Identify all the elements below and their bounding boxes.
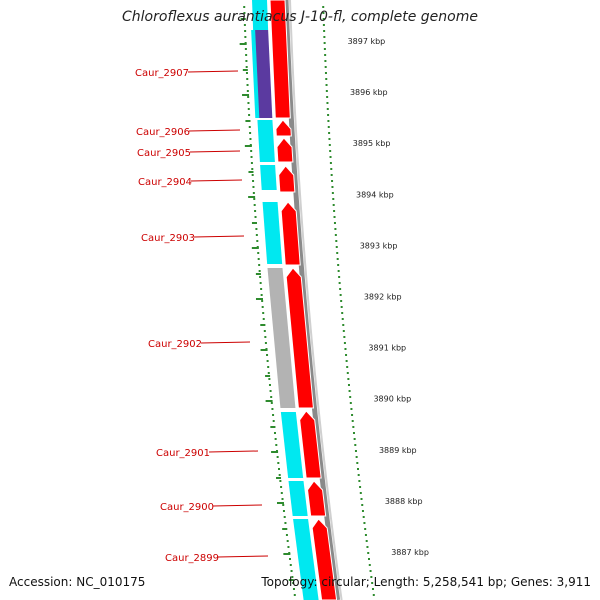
scale-tick-label: 3895 kbp <box>353 139 391 148</box>
gene-arrow <box>278 165 296 193</box>
major-tick <box>276 502 284 504</box>
scale-tick-label: 3897 kbp <box>348 37 386 46</box>
backbone-line <box>283 0 341 600</box>
scale-tick-label: 3891 kbp <box>368 344 406 353</box>
gene-leader-line <box>217 555 269 558</box>
gene-leader-line <box>208 450 259 453</box>
major-tick <box>260 349 268 351</box>
scale-tick-label: 3888 kbp <box>385 497 423 506</box>
gene-arrow <box>299 410 322 479</box>
gene-leader-line <box>193 235 245 238</box>
scale-tick-label: 3890 kbp <box>373 395 411 404</box>
gene-arrow <box>280 201 301 266</box>
major-tick <box>255 298 263 300</box>
gene-label: Caur_2905 <box>137 148 191 159</box>
scale-tick-label: 3896 kbp <box>350 88 388 97</box>
gene-leader-line <box>200 341 251 344</box>
genome-title: Chloroflexus aurantiacus J-10-fl, comple… <box>122 9 478 25</box>
gene-block <box>262 202 283 264</box>
gene-label: Caur_2900 <box>160 502 214 513</box>
gene-label: Caur_2901 <box>156 448 210 459</box>
scale-tick-label: 3894 kbp <box>356 190 394 199</box>
major-tick <box>283 553 291 555</box>
gene-block <box>280 412 304 478</box>
gene-leader-line <box>189 150 241 153</box>
gene-arrow <box>285 267 314 409</box>
gene-arrow <box>311 518 338 600</box>
gene-label: Caur_2903 <box>141 233 195 244</box>
gene-label: Caur_2907 <box>135 68 189 79</box>
scale-labels: 3897 kbp 3896 kbp 3895 kbp 3894 kbp 3893 kbp… <box>348 37 429 557</box>
major-tick <box>271 451 279 453</box>
gene-block <box>260 165 277 190</box>
gene-leader-line <box>212 504 263 507</box>
major-tick <box>242 94 250 96</box>
major-tick <box>244 145 252 147</box>
genome-summary-text: Topology: circular; Length: 5,258,541 bp… <box>261 575 591 589</box>
major-tick <box>239 43 247 45</box>
scale-tick-label: 3893 kbp <box>360 241 398 250</box>
gene-block <box>288 481 308 516</box>
scale-tick-label: 3892 kbp <box>364 293 402 302</box>
gene-label: Caur_2902 <box>148 339 202 350</box>
gene-label: Caur_2904 <box>138 177 192 188</box>
scale-ticks <box>239 6 375 596</box>
gene-leader-line <box>188 129 241 132</box>
gene-block <box>267 268 296 408</box>
gene-leader-line <box>187 70 239 73</box>
gene-label: Caur_2906 <box>136 127 190 138</box>
major-tick <box>251 247 259 249</box>
gene-label: Caur_2899 <box>165 553 219 564</box>
major-tick <box>265 400 273 402</box>
gene-block <box>257 120 275 162</box>
gene-block <box>252 0 269 30</box>
major-tick <box>248 196 256 198</box>
gene-labels: Caur_2907 Caur_2906 Caur_2905 Caur_2904 Caur… <box>135 68 269 564</box>
scale-tick-label: 3887 kbp <box>391 548 429 557</box>
gene-arrow <box>269 0 291 119</box>
scale-tick-label: 3889 kbp <box>379 446 417 455</box>
gene-arrow <box>307 480 327 517</box>
gene-leader-line <box>190 179 243 182</box>
feature-tracks <box>251 0 343 600</box>
gene-block <box>293 519 319 600</box>
gene-arrow <box>275 119 292 137</box>
accession-text: Accession: NC_010175 <box>9 575 146 589</box>
gene-arrow <box>276 137 294 163</box>
